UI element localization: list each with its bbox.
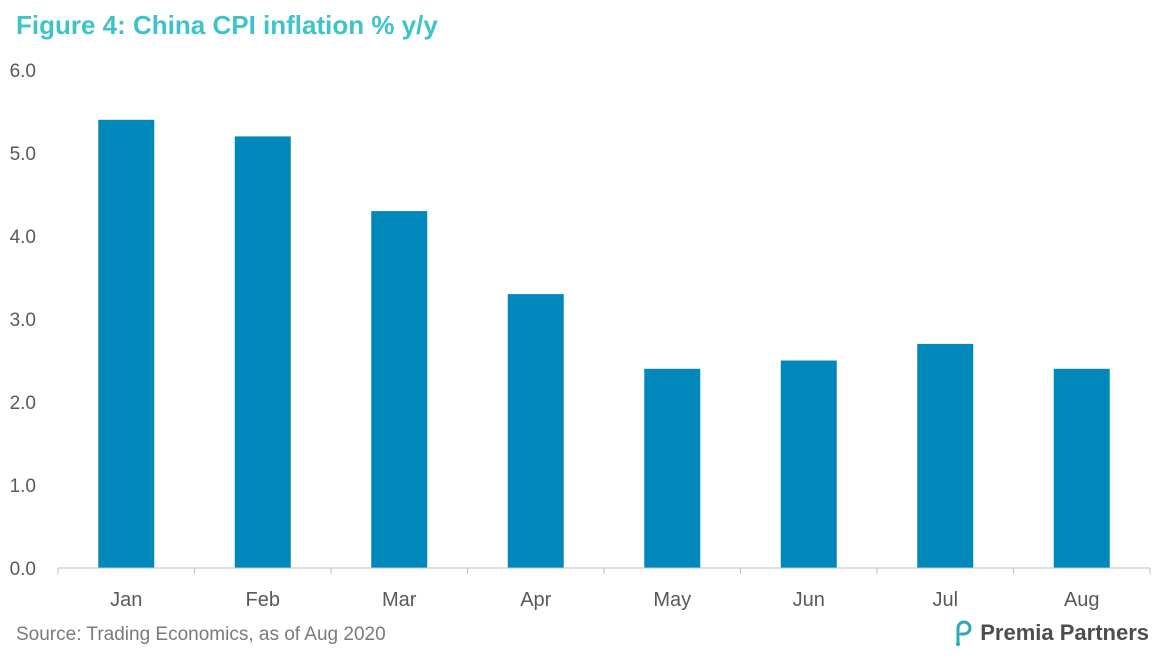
x-axis: Jan Feb Mar Apr May Jun Jul Aug <box>57 567 1151 611</box>
y-tick-label: 0.0 <box>10 559 36 580</box>
source-note: Source: Trading Economics, as of Aug 202… <box>16 624 386 645</box>
y-tick-label: 6.0 <box>10 61 36 82</box>
bar <box>1053 368 1110 568</box>
y-tick-label: 5.0 <box>10 144 36 165</box>
x-tick-label: Jun <box>793 589 825 611</box>
chart-title: Figure 4: China CPI inflation % y/y <box>16 10 438 40</box>
bar <box>507 294 564 568</box>
bar <box>371 211 428 568</box>
bar <box>780 360 837 568</box>
brand-logo: Premia Partners <box>952 620 1149 646</box>
y-tick-label: 4.0 <box>10 227 36 248</box>
x-tick-label: Apr <box>520 589 551 611</box>
bar <box>644 368 701 568</box>
x-tick-label: Aug <box>1064 589 1100 611</box>
premia-logo-icon <box>952 620 974 646</box>
x-tick-label: Feb <box>246 589 280 611</box>
bar-series <box>98 119 1110 569</box>
bar <box>98 119 155 569</box>
y-tick-label: 2.0 <box>10 393 36 414</box>
bar <box>917 343 974 568</box>
x-tick-label: Jan <box>110 589 142 611</box>
y-tick-label: 1.0 <box>10 476 36 497</box>
logo-text: Premia Partners <box>980 620 1149 645</box>
bar <box>234 136 291 568</box>
y-tick-label: 3.0 <box>10 310 36 331</box>
x-tick-label: May <box>653 589 691 611</box>
x-tick-label: Mar <box>382 589 417 611</box>
x-tick-label: Jul <box>932 589 958 611</box>
y-axis: 0.0 1.0 2.0 3.0 4.0 5.0 6.0 <box>10 61 36 580</box>
